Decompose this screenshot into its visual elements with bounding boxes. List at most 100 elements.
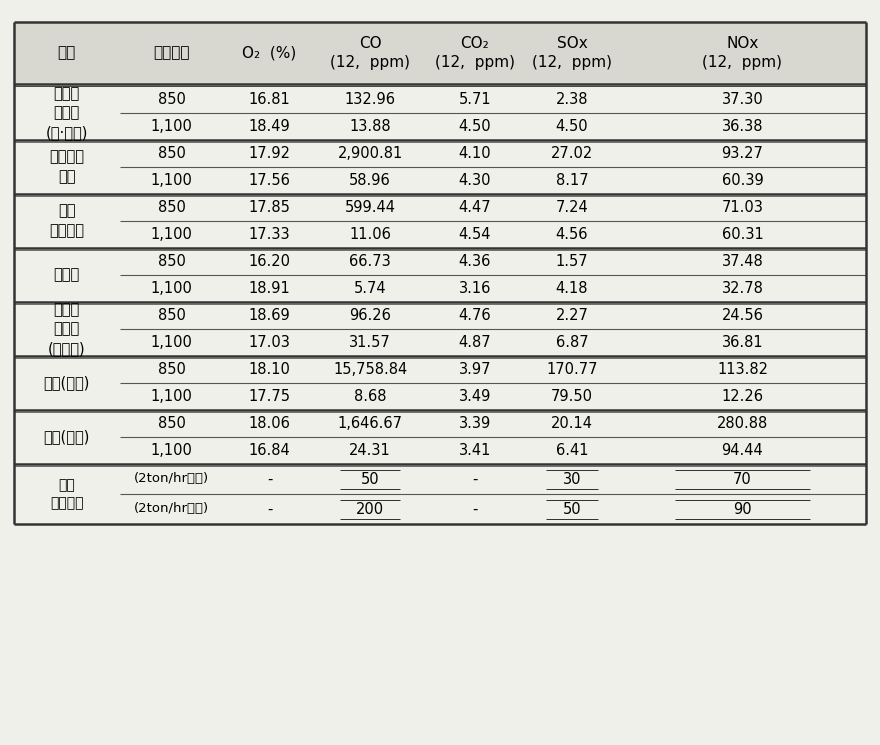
Text: 132.96: 132.96 bbox=[345, 92, 396, 107]
Text: 17.92: 17.92 bbox=[248, 146, 290, 161]
Text: 배출
허용기준: 배출 허용기준 bbox=[50, 478, 84, 510]
Text: 카시트: 카시트 bbox=[54, 267, 80, 282]
Text: 90: 90 bbox=[733, 501, 752, 516]
Text: 24.56: 24.56 bbox=[722, 308, 763, 323]
Text: 850: 850 bbox=[158, 416, 186, 431]
Text: 3.97: 3.97 bbox=[458, 362, 491, 377]
Text: 1,100: 1,100 bbox=[150, 335, 193, 350]
Text: 1,646.67: 1,646.67 bbox=[338, 416, 403, 431]
Text: (2ton/hr미만): (2ton/hr미만) bbox=[134, 502, 209, 516]
Text: 6.87: 6.87 bbox=[556, 335, 589, 350]
Text: 37.48: 37.48 bbox=[722, 254, 763, 269]
Text: 1,100: 1,100 bbox=[150, 119, 193, 134]
Text: 71.03: 71.03 bbox=[722, 200, 763, 215]
Text: 농약(액상): 농약(액상) bbox=[44, 430, 90, 445]
Text: 96.26: 96.26 bbox=[349, 308, 391, 323]
Text: 50: 50 bbox=[562, 501, 582, 516]
Text: 4.56: 4.56 bbox=[556, 227, 589, 242]
Text: 3.49: 3.49 bbox=[458, 389, 491, 404]
Text: -: - bbox=[267, 472, 272, 486]
Text: 850: 850 bbox=[158, 362, 186, 377]
Text: 4.30: 4.30 bbox=[458, 173, 491, 188]
Text: 6.41: 6.41 bbox=[556, 443, 589, 458]
Text: O₂  (%): O₂ (%) bbox=[243, 45, 297, 60]
Text: 난연고무
시트: 난연고무 시트 bbox=[49, 150, 84, 185]
Text: SOx
(12,  ppm): SOx (12, ppm) bbox=[532, 36, 612, 70]
Text: 17.33: 17.33 bbox=[249, 227, 290, 242]
Text: 18.10: 18.10 bbox=[249, 362, 290, 377]
Text: 4.87: 4.87 bbox=[458, 335, 491, 350]
Text: 200: 200 bbox=[356, 501, 385, 516]
Text: 79.50: 79.50 bbox=[551, 389, 593, 404]
Text: 1.57: 1.57 bbox=[556, 254, 589, 269]
Text: -: - bbox=[473, 472, 478, 486]
Text: -: - bbox=[267, 501, 272, 516]
Text: 16.20: 16.20 bbox=[248, 254, 290, 269]
Text: 8.68: 8.68 bbox=[354, 389, 386, 404]
Text: 66.73: 66.73 bbox=[349, 254, 391, 269]
Text: 18.91: 18.91 bbox=[249, 281, 290, 296]
Text: 17.56: 17.56 bbox=[249, 173, 290, 188]
Text: 8.17: 8.17 bbox=[556, 173, 589, 188]
Text: 16.81: 16.81 bbox=[249, 92, 290, 107]
Text: 휴대폰
케이스
(천·가죽): 휴대폰 케이스 (천·가죽) bbox=[46, 86, 88, 140]
Text: 1,100: 1,100 bbox=[150, 173, 193, 188]
Text: 16.84: 16.84 bbox=[249, 443, 290, 458]
Text: 850: 850 bbox=[158, 146, 186, 161]
Text: 599.44: 599.44 bbox=[345, 200, 396, 215]
Text: 17.75: 17.75 bbox=[248, 389, 290, 404]
Text: 4.50: 4.50 bbox=[556, 119, 589, 134]
Text: 5.71: 5.71 bbox=[458, 92, 491, 107]
Text: 32.78: 32.78 bbox=[722, 281, 763, 296]
Text: 11.06: 11.06 bbox=[349, 227, 391, 242]
Text: 18.49: 18.49 bbox=[249, 119, 290, 134]
Text: 4.10: 4.10 bbox=[458, 146, 491, 161]
Text: 94.44: 94.44 bbox=[722, 443, 763, 458]
Text: 3.39: 3.39 bbox=[458, 416, 491, 431]
Text: -: - bbox=[473, 501, 478, 516]
Text: 2,900.81: 2,900.81 bbox=[338, 146, 403, 161]
Text: 17.85: 17.85 bbox=[249, 200, 290, 215]
Text: 170.77: 170.77 bbox=[546, 362, 598, 377]
Text: 37.30: 37.30 bbox=[722, 92, 763, 107]
Text: 5.74: 5.74 bbox=[354, 281, 386, 296]
Text: CO
(12,  ppm): CO (12, ppm) bbox=[330, 36, 410, 70]
Text: 1,100: 1,100 bbox=[150, 389, 193, 404]
Text: 70: 70 bbox=[733, 472, 752, 486]
Text: 12.26: 12.26 bbox=[722, 389, 764, 404]
Text: 24.31: 24.31 bbox=[349, 443, 391, 458]
Text: 17.03: 17.03 bbox=[249, 335, 290, 350]
Text: 7.24: 7.24 bbox=[555, 200, 589, 215]
Text: 휴대폰
케이스
(실리콘): 휴대폰 케이스 (실리콘) bbox=[48, 302, 85, 356]
Text: 850: 850 bbox=[158, 92, 186, 107]
Text: 3.16: 3.16 bbox=[458, 281, 491, 296]
Text: 4.54: 4.54 bbox=[458, 227, 491, 242]
Text: 850: 850 bbox=[158, 254, 186, 269]
Text: 1,100: 1,100 bbox=[150, 227, 193, 242]
Text: 4.18: 4.18 bbox=[556, 281, 589, 296]
Text: 4.36: 4.36 bbox=[458, 254, 491, 269]
Text: 60.39: 60.39 bbox=[722, 173, 763, 188]
Bar bbox=[14, 22, 866, 84]
Text: 850: 850 bbox=[158, 200, 186, 215]
Text: 850: 850 bbox=[158, 308, 186, 323]
Text: (2ton/hr이상): (2ton/hr이상) bbox=[134, 472, 209, 486]
Text: 18.06: 18.06 bbox=[249, 416, 290, 431]
Text: 18.69: 18.69 bbox=[249, 308, 290, 323]
Text: 13.88: 13.88 bbox=[349, 119, 391, 134]
Text: NOx
(12,  ppm): NOx (12, ppm) bbox=[702, 36, 782, 70]
Text: 31.57: 31.57 bbox=[349, 335, 391, 350]
Text: 36.81: 36.81 bbox=[722, 335, 763, 350]
Text: 4.50: 4.50 bbox=[458, 119, 491, 134]
Text: 소각온도: 소각온도 bbox=[153, 45, 190, 60]
Text: 15,758.84: 15,758.84 bbox=[333, 362, 407, 377]
Text: 58.96: 58.96 bbox=[349, 173, 391, 188]
Text: 50: 50 bbox=[361, 472, 379, 486]
Text: 60.31: 60.31 bbox=[722, 227, 763, 242]
Text: 2.38: 2.38 bbox=[556, 92, 589, 107]
Text: 시료: 시료 bbox=[58, 45, 76, 60]
Text: 93.27: 93.27 bbox=[722, 146, 763, 161]
Text: 1,100: 1,100 bbox=[150, 281, 193, 296]
Text: 농약(고상): 농약(고상) bbox=[44, 375, 90, 390]
Text: 280.88: 280.88 bbox=[717, 416, 768, 431]
